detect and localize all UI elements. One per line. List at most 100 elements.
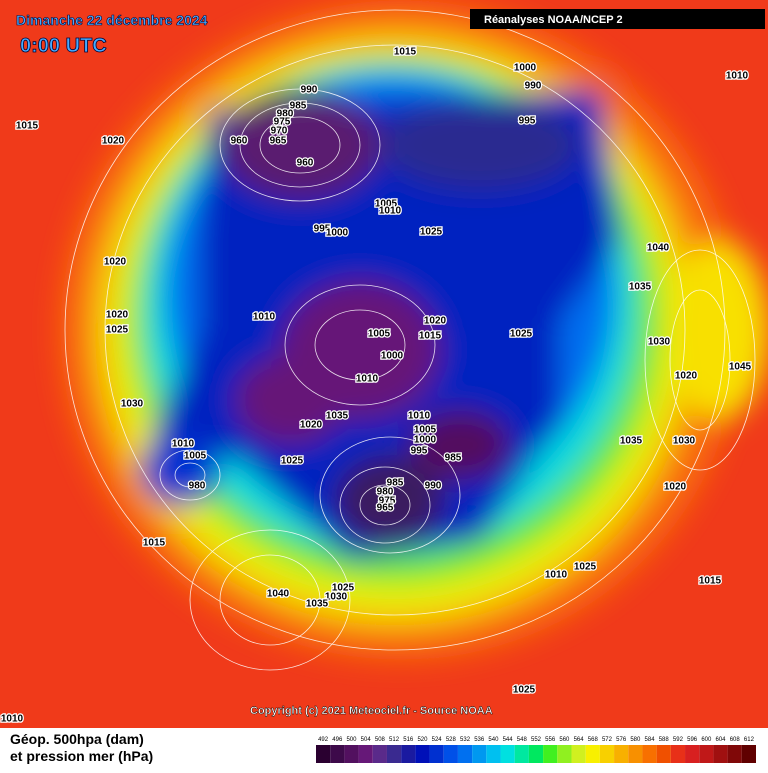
isobar-label: 1035 xyxy=(629,282,652,293)
isobar-label: 1015 xyxy=(394,47,417,58)
copyright: Copyright (c) 2021 Meteociel.fr - Source… xyxy=(250,705,493,717)
scale-swatch xyxy=(457,745,473,763)
time: 0:00 UTC xyxy=(20,35,107,57)
scale-swatch xyxy=(330,745,345,763)
isobar-label: 985 xyxy=(290,101,307,112)
isobar-label: 1035 xyxy=(306,599,329,610)
scale-label: 600 xyxy=(701,737,712,743)
isobar-label: 975 xyxy=(379,496,396,507)
isobar-label: 1020 xyxy=(104,257,127,268)
scale-label: 548 xyxy=(517,737,528,743)
isobar-label: 1025 xyxy=(332,583,355,594)
scale-swatch xyxy=(472,745,487,763)
isobar-label: 990 xyxy=(425,481,442,492)
scale-swatch xyxy=(571,745,586,763)
isobar-label: 1015 xyxy=(16,121,39,132)
scale-swatch xyxy=(528,745,544,763)
isobar-label: 1025 xyxy=(510,329,533,340)
isobar-label: 1005 xyxy=(414,425,437,436)
isobar-label: 990 xyxy=(525,81,542,92)
date: Dimanche 22 décembre 2024 xyxy=(16,12,208,28)
scale-swatch xyxy=(628,745,643,763)
isobar-label: 1005 xyxy=(375,199,398,210)
scale-label: 504 xyxy=(361,737,372,743)
isobar-label: 1010 xyxy=(356,374,379,385)
isobar-label: 1015 xyxy=(699,576,722,587)
isobar-label: 1040 xyxy=(267,589,290,600)
isobar-label: 1005 xyxy=(368,329,391,340)
scale-swatch xyxy=(557,745,572,763)
scale-label: 564 xyxy=(574,737,585,743)
scale-label: 556 xyxy=(545,737,556,743)
scale-swatch xyxy=(543,745,558,763)
scale-label: 496 xyxy=(332,737,343,743)
isobar-label: 1010 xyxy=(545,570,568,581)
scale-label: 612 xyxy=(744,737,755,743)
isobar-label: 1025 xyxy=(574,562,597,573)
scale-label: 508 xyxy=(375,737,386,743)
scale-label: 520 xyxy=(417,737,428,743)
isobar-label: 1025 xyxy=(281,456,304,467)
isobar-labels: 1015100099010101015102099098598097597096… xyxy=(0,45,753,726)
isobar-label: 1030 xyxy=(673,436,696,447)
scale-label: 592 xyxy=(673,737,684,743)
isobar-label: 1020 xyxy=(106,310,129,321)
isobar-label: 1015 xyxy=(419,331,442,342)
isobars xyxy=(64,9,756,671)
scale-label: 580 xyxy=(630,737,641,743)
isobar-label: 1000 xyxy=(381,351,404,362)
scale-label: 596 xyxy=(687,737,698,743)
isobar-label: 985 xyxy=(387,478,404,489)
scale-swatch xyxy=(429,745,444,763)
scale-swatch xyxy=(486,745,501,763)
scale-label: 512 xyxy=(389,737,400,743)
scale-swatch xyxy=(685,745,700,763)
isobar-label: 1010 xyxy=(253,312,276,323)
scale-label: 588 xyxy=(659,737,670,743)
isobar-label: 980 xyxy=(277,109,294,120)
scale-label: 516 xyxy=(403,737,414,743)
isobar-label: 1010 xyxy=(408,411,431,422)
scale-label: 492 xyxy=(318,737,329,743)
scale-swatch xyxy=(614,745,629,763)
scale-swatch xyxy=(656,745,671,763)
isobar-label: 1010 xyxy=(379,206,402,217)
isobar-label: 985 xyxy=(445,453,462,464)
color-scale: 492 496 500 504 508 512 516 520 524 528 532 536 540 5… xyxy=(316,737,756,763)
scale-swatch xyxy=(642,745,657,763)
scale-label: 604 xyxy=(716,737,727,743)
isobar-label: 975 xyxy=(274,117,291,128)
scale-label: 608 xyxy=(730,737,741,743)
isobar-label: 1040 xyxy=(647,243,670,254)
isobar-label: 965 xyxy=(270,136,287,147)
isobar-label: 1025 xyxy=(420,227,443,238)
isobar-label: 1010 xyxy=(172,439,195,450)
isobar-label: 1005 xyxy=(184,451,207,462)
isobar-label: 1020 xyxy=(424,316,447,327)
isobar-label: 1020 xyxy=(664,482,687,493)
isobar-label: 1010 xyxy=(726,71,749,82)
isobar-label: 1030 xyxy=(325,592,348,603)
scale-label: 540 xyxy=(488,737,499,743)
isobar-label: 960 xyxy=(231,136,248,147)
scale-swatch xyxy=(727,745,742,763)
geopotential-field xyxy=(60,0,768,660)
scale-swatch xyxy=(699,745,714,763)
isobar-label: 1000 xyxy=(326,228,349,239)
scale-label: 584 xyxy=(645,737,656,743)
scale-label: 500 xyxy=(346,737,357,743)
scale-swatch xyxy=(415,745,430,763)
scale-label: 532 xyxy=(460,737,471,743)
source-box xyxy=(470,9,765,29)
isobar-label: 990 xyxy=(301,85,318,96)
scale-label: 576 xyxy=(616,737,627,743)
scale-swatch xyxy=(386,745,402,763)
isobar-label: 1020 xyxy=(102,136,125,147)
scale-swatch xyxy=(316,745,331,763)
isobar-label: 1030 xyxy=(121,399,144,410)
isobar-label: 980 xyxy=(189,481,206,492)
isobar-label: 960 xyxy=(297,158,314,169)
isobar-label: 965 xyxy=(377,503,394,514)
scale-swatch xyxy=(401,745,416,763)
scale-label: 572 xyxy=(602,737,613,743)
